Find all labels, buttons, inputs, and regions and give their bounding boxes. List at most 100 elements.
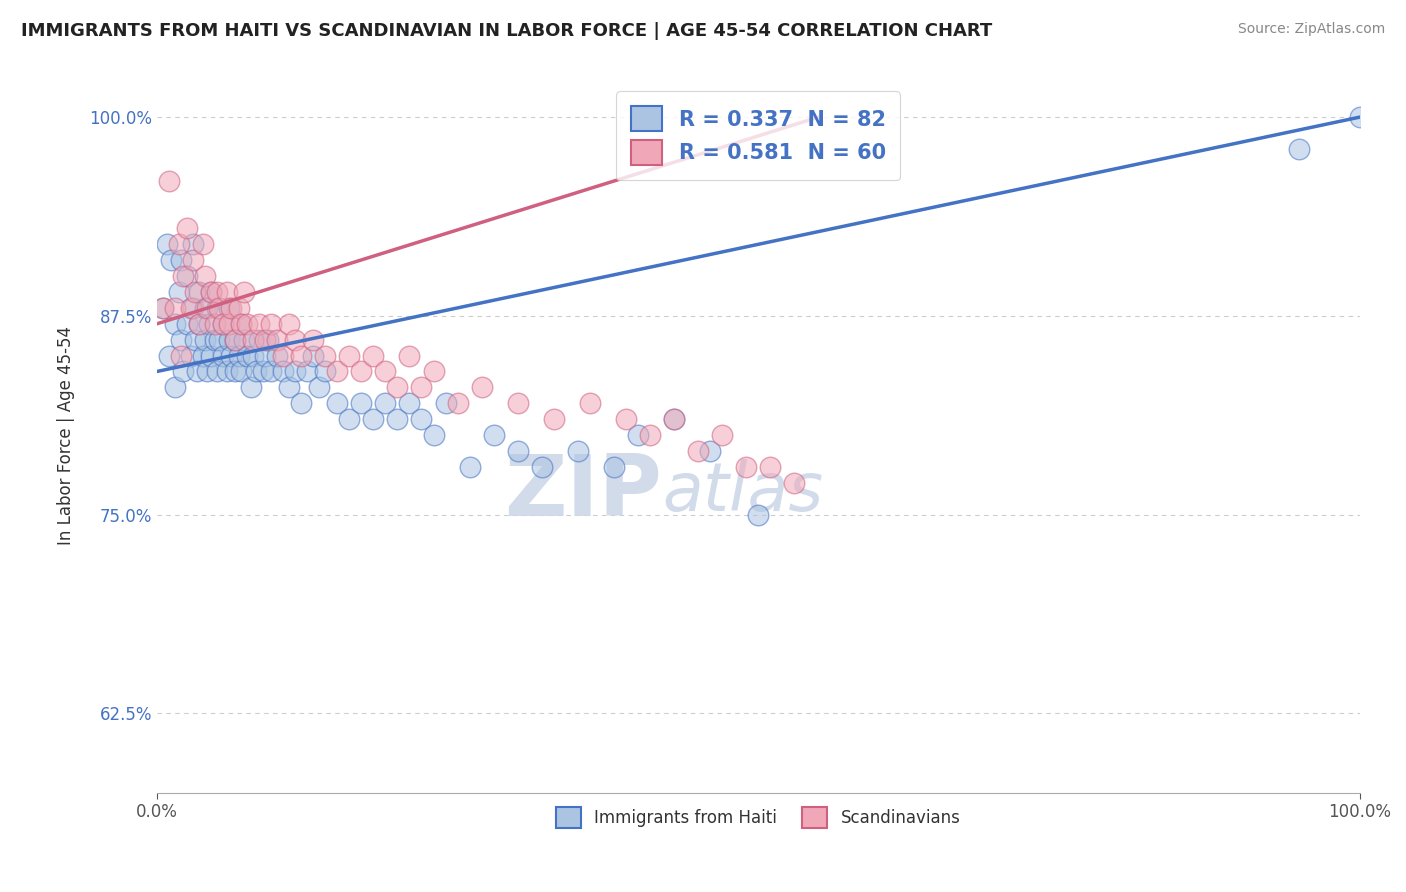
Point — [170, 349, 193, 363]
Point — [759, 459, 782, 474]
Point — [215, 364, 238, 378]
Point — [337, 412, 360, 426]
Point — [188, 317, 211, 331]
Point — [204, 317, 226, 331]
Point — [735, 459, 758, 474]
Point — [212, 317, 235, 331]
Point — [247, 333, 270, 347]
Point — [260, 364, 283, 378]
Point — [662, 412, 685, 426]
Point — [167, 237, 190, 252]
Point — [176, 317, 198, 331]
Point — [239, 380, 262, 394]
Point — [374, 364, 396, 378]
Point — [271, 349, 294, 363]
Point — [260, 317, 283, 331]
Point — [172, 269, 194, 284]
Point — [434, 396, 457, 410]
Point — [194, 269, 217, 284]
Point — [224, 333, 246, 347]
Point — [157, 349, 180, 363]
Point — [200, 285, 222, 299]
Point — [224, 333, 246, 347]
Point — [411, 380, 433, 394]
Point — [422, 364, 444, 378]
Point — [256, 333, 278, 347]
Point — [229, 317, 252, 331]
Point — [290, 396, 312, 410]
Point — [627, 428, 650, 442]
Text: atlas: atlas — [662, 459, 823, 525]
Point — [205, 301, 228, 315]
Point — [232, 333, 254, 347]
Point — [242, 333, 264, 347]
Point — [271, 364, 294, 378]
Point — [205, 364, 228, 378]
Point — [579, 396, 602, 410]
Point — [236, 349, 259, 363]
Point — [638, 428, 661, 442]
Point — [422, 428, 444, 442]
Point — [221, 301, 243, 315]
Point — [224, 364, 246, 378]
Point — [197, 317, 219, 331]
Point — [783, 475, 806, 490]
Point — [254, 333, 277, 347]
Point — [172, 364, 194, 378]
Point — [152, 301, 174, 315]
Point — [614, 412, 637, 426]
Point — [170, 253, 193, 268]
Point — [194, 301, 217, 315]
Point — [245, 364, 267, 378]
Point — [180, 301, 202, 315]
Point — [176, 221, 198, 235]
Point — [163, 301, 186, 315]
Point — [163, 380, 186, 394]
Point — [218, 333, 240, 347]
Point — [232, 285, 254, 299]
Point — [181, 237, 204, 252]
Point — [284, 333, 307, 347]
Point — [200, 349, 222, 363]
Point — [363, 412, 385, 426]
Point — [308, 380, 330, 394]
Point — [337, 349, 360, 363]
Point — [188, 317, 211, 331]
Point — [197, 301, 219, 315]
Point — [228, 301, 250, 315]
Point — [506, 444, 529, 458]
Point — [278, 317, 301, 331]
Point — [747, 508, 769, 522]
Point — [302, 349, 325, 363]
Point — [506, 396, 529, 410]
Point — [567, 444, 589, 458]
Text: IMMIGRANTS FROM HAITI VS SCANDINAVIAN IN LABOR FORCE | AGE 45-54 CORRELATION CHA: IMMIGRANTS FROM HAITI VS SCANDINAVIAN IN… — [21, 22, 993, 40]
Point — [163, 317, 186, 331]
Point — [180, 349, 202, 363]
Point — [181, 253, 204, 268]
Point — [458, 459, 481, 474]
Point — [204, 333, 226, 347]
Point — [215, 285, 238, 299]
Point — [228, 349, 250, 363]
Point — [205, 285, 228, 299]
Point — [218, 317, 240, 331]
Point — [543, 412, 565, 426]
Point — [181, 301, 204, 315]
Point — [229, 364, 252, 378]
Point — [297, 364, 319, 378]
Point — [184, 333, 207, 347]
Point — [446, 396, 468, 410]
Point — [530, 459, 553, 474]
Point — [208, 301, 231, 315]
Text: Source: ZipAtlas.com: Source: ZipAtlas.com — [1237, 22, 1385, 37]
Point — [278, 380, 301, 394]
Y-axis label: In Labor Force | Age 45-54: In Labor Force | Age 45-54 — [58, 326, 75, 544]
Point — [398, 349, 420, 363]
Point — [170, 333, 193, 347]
Point — [699, 444, 721, 458]
Point — [176, 269, 198, 284]
Point — [242, 349, 264, 363]
Point — [157, 174, 180, 188]
Point — [247, 317, 270, 331]
